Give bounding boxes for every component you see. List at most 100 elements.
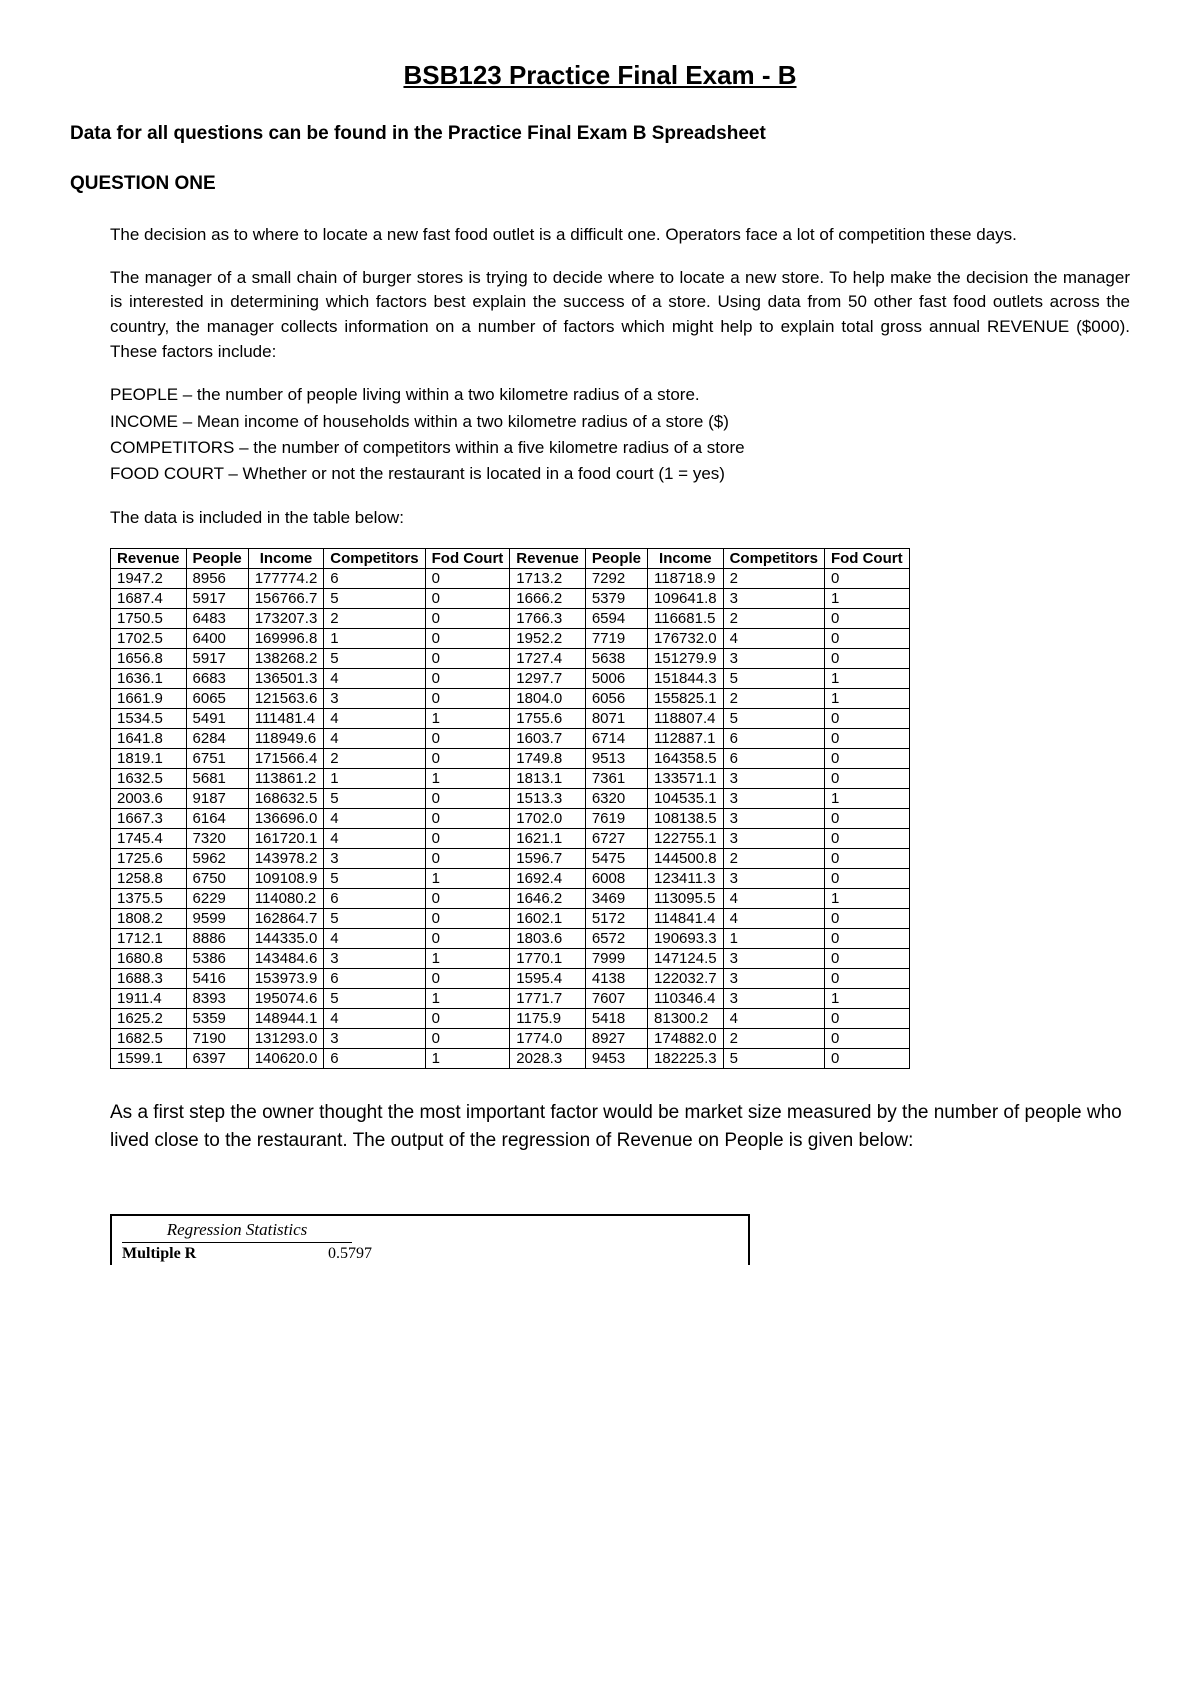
table-cell: 2 (723, 849, 824, 869)
table-cell: 1770.1 (510, 949, 586, 969)
table-cell: 140620.0 (248, 1049, 324, 1069)
table-header: Income (648, 549, 724, 569)
table-cell: 2 (324, 609, 425, 629)
table-cell: 0 (824, 949, 909, 969)
table-cell: 122032.7 (648, 969, 724, 989)
table-cell: 3 (723, 989, 824, 1009)
table-cell: 2003.6 (111, 789, 187, 809)
table-cell: 1 (723, 929, 824, 949)
table-cell: 0 (425, 889, 510, 909)
table-cell: 0 (824, 969, 909, 989)
table-cell: 5681 (186, 769, 248, 789)
table-cell: 0 (425, 629, 510, 649)
table-row: 1947.28956177774.2601713.27292118718.920 (111, 569, 910, 589)
data-table-wrap: RevenuePeopleIncomeCompetitorsFod CourtR… (110, 548, 1130, 1069)
table-cell: 8393 (186, 989, 248, 1009)
table-cell: 174882.0 (648, 1029, 724, 1049)
table-cell: 6065 (186, 689, 248, 709)
table-row: 1682.57190131293.0301774.08927174882.020 (111, 1029, 910, 1049)
table-cell: 0 (425, 649, 510, 669)
question-heading: QUESTION ONE (70, 173, 1130, 195)
table-cell: 162864.7 (248, 909, 324, 929)
table-cell: 1713.2 (510, 569, 586, 589)
table-cell: 1646.2 (510, 889, 586, 909)
table-cell: 1692.4 (510, 869, 586, 889)
table-cell: 81300.2 (648, 1009, 724, 1029)
table-cell: 6284 (186, 729, 248, 749)
paragraph-1: The decision as to where to locate a new… (110, 223, 1130, 248)
table-cell: 4 (723, 909, 824, 929)
table-cell: 5491 (186, 709, 248, 729)
table-cell: 1702.5 (111, 629, 187, 649)
table-cell: 169996.8 (248, 629, 324, 649)
table-cell: 1687.4 (111, 589, 187, 609)
table-cell: 0 (425, 909, 510, 929)
table-header: Competitors (723, 549, 824, 569)
table-cell: 3 (324, 849, 425, 869)
table-cell: 7619 (585, 809, 647, 829)
table-cell: 143484.6 (248, 949, 324, 969)
table-cell: 5172 (585, 909, 647, 929)
table-cell: 136501.3 (248, 669, 324, 689)
table-cell: 131293.0 (248, 1029, 324, 1049)
table-cell: 6 (723, 749, 824, 769)
table-cell: 5 (723, 669, 824, 689)
table-cell: 1804.0 (510, 689, 586, 709)
table-cell: 5917 (186, 589, 248, 609)
table-cell: 3 (723, 969, 824, 989)
table-cell: 1 (425, 769, 510, 789)
table-row: 1661.96065121563.6301804.06056155825.121 (111, 689, 910, 709)
table-cell: 6 (324, 569, 425, 589)
table-cell: 4 (723, 1009, 824, 1029)
table-cell: 1771.7 (510, 989, 586, 1009)
table-row: 1636.16683136501.3401297.75006151844.351 (111, 669, 910, 689)
page-title: BSB123 Practice Final Exam - B (70, 60, 1130, 91)
table-cell: 151279.9 (648, 649, 724, 669)
table-cell: 5006 (585, 669, 647, 689)
table-cell: 6483 (186, 609, 248, 629)
table-cell: 8071 (585, 709, 647, 729)
table-cell: 1 (324, 629, 425, 649)
table-cell: 1 (425, 709, 510, 729)
table-cell: 5475 (585, 849, 647, 869)
table-cell: 1595.4 (510, 969, 586, 989)
table-cell: 0 (824, 649, 909, 669)
table-cell: 0 (425, 789, 510, 809)
table-row: 1534.55491111481.4411755.68071118807.450 (111, 709, 910, 729)
table-cell: 138268.2 (248, 649, 324, 669)
table-cell: 6572 (585, 929, 647, 949)
table-row: 2003.69187168632.5501513.36320104535.131 (111, 789, 910, 809)
table-cell: 1749.8 (510, 749, 586, 769)
table-cell: 121563.6 (248, 689, 324, 709)
table-cell: 0 (824, 929, 909, 949)
table-cell: 7607 (585, 989, 647, 1009)
table-cell: 0 (824, 569, 909, 589)
table-cell: 1666.2 (510, 589, 586, 609)
table-cell: 1813.1 (510, 769, 586, 789)
table-cell: 1947.2 (111, 569, 187, 589)
table-cell: 195074.6 (248, 989, 324, 1009)
table-cell: 5 (324, 649, 425, 669)
table-cell: 1712.1 (111, 929, 187, 949)
table-row: 1688.35416153973.9601595.44138122032.730 (111, 969, 910, 989)
table-cell: 0 (824, 609, 909, 629)
table-cell: 0 (824, 849, 909, 869)
table-cell: 151844.3 (648, 669, 724, 689)
table-cell: 4 (324, 709, 425, 729)
table-cell: 9513 (585, 749, 647, 769)
table-cell: 1725.6 (111, 849, 187, 869)
table-cell: 0 (425, 569, 510, 589)
table-cell: 7292 (585, 569, 647, 589)
table-cell: 144335.0 (248, 929, 324, 949)
regression-label: Multiple R (122, 1245, 292, 1263)
table-cell: 6229 (186, 889, 248, 909)
table-cell: 1682.5 (111, 1029, 187, 1049)
table-cell: 0 (425, 729, 510, 749)
table-cell: 0 (824, 749, 909, 769)
table-cell: 5 (324, 869, 425, 889)
table-cell: 4 (324, 1009, 425, 1029)
factor-foodcourt: FOOD COURT – Whether or not the restaura… (110, 461, 1130, 487)
table-cell: 109108.9 (248, 869, 324, 889)
table-cell: 5 (723, 1049, 824, 1069)
table-cell: 5379 (585, 589, 647, 609)
